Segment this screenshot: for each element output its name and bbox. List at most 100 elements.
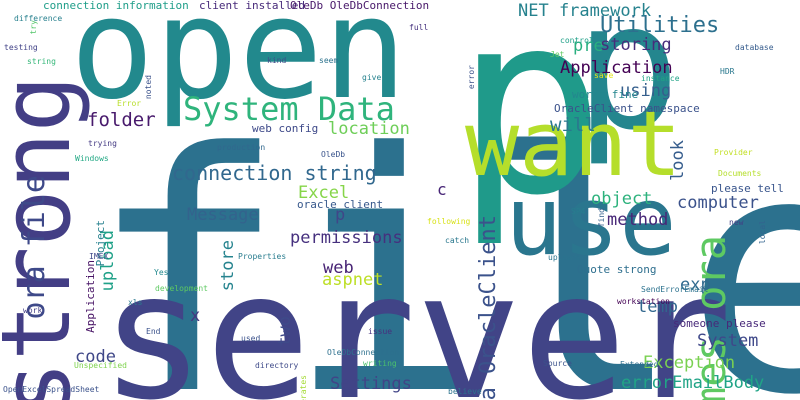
word: oracle client [297,198,384,211]
word: x [190,306,201,326]
word: server [100,236,733,400]
word: pre [573,36,604,56]
word: xls [128,298,143,307]
word: using [620,81,672,101]
word: exp [680,275,711,295]
word: Message [187,205,259,225]
word: difference [14,14,63,23]
word: method [607,210,669,230]
word: instance [641,74,680,83]
word: p [335,205,346,225]
word: production [217,143,266,152]
word: Jet [550,50,565,59]
word: uploaded [548,253,587,262]
word: new [729,218,744,227]
word: OleDb [321,150,346,159]
word: trying [88,139,117,148]
word: System [697,331,759,351]
word: development [155,284,208,293]
word: web [323,258,354,278]
word: storing [600,35,672,55]
word: directory [255,361,299,370]
word: control [560,36,594,45]
word: following [427,217,471,226]
word: local [758,220,767,245]
word: OleDb OleDbConnection [290,0,430,12]
word: Yes [154,268,169,277]
word: Application [84,260,97,333]
word: look [668,140,688,181]
word: seem [319,56,339,65]
word: SendErrorEmail [641,285,709,294]
word: testing [4,43,38,52]
word: file [88,83,800,400]
word: p [575,0,681,169]
word: Utilities [600,13,720,38]
word: error [467,65,476,90]
word: Excel [298,183,350,203]
word: store [218,240,238,292]
word: save [594,71,614,80]
word: noted [144,75,153,100]
word: HDR [720,67,735,76]
word: aspnet [322,270,384,290]
word: web config [252,122,319,135]
word: try [29,20,38,35]
word: writing [363,359,397,368]
word: want [465,92,682,197]
word: Data OracleClient [476,215,501,400]
word: Source [543,359,572,368]
word: two [275,316,295,347]
word: code [75,347,116,367]
word: SP4 [571,207,586,216]
word: generates [299,375,308,400]
word: connection string [172,161,377,185]
word: client installed [199,0,305,12]
word: OleDbConnection [327,348,400,357]
word: errorEmailBody [621,373,765,393]
word: computer [677,193,759,213]
word: Exception [643,353,736,373]
word: full [409,23,429,32]
word: permissions [290,228,403,248]
word: workstation [617,297,670,306]
word: issue [368,327,393,336]
word: Properties [238,252,287,261]
word: Application [560,58,673,78]
word: use [505,167,677,277]
word: work [23,306,43,315]
word: Error [117,99,142,108]
word: catch [445,236,470,245]
word: System Data [183,90,395,128]
word: believe [448,387,482,396]
word: kind [267,56,287,65]
word: folder [87,109,156,131]
word: Unspecified [74,361,127,370]
word: database [735,43,774,52]
word: p [455,0,606,250]
word: temp [637,297,678,317]
word: OracleClient namespace [554,102,700,115]
word: End [146,327,161,336]
word: find [597,208,606,228]
word: OpenExcelSpreadSheet [3,385,100,394]
word: NET framework [518,1,652,21]
word: open [70,0,408,131]
word: Documents [718,169,762,178]
word: connection information [43,0,189,12]
word: Extended [620,360,659,369]
word: IMEX [89,252,109,261]
word: string [27,57,56,66]
word: please tell [711,182,784,195]
word: works fine [572,88,639,101]
word: Windows [75,154,109,163]
word: give [362,73,382,82]
word: location [328,119,410,139]
word: c [437,180,447,199]
word: Provider [714,148,753,157]
word: used [241,334,261,343]
word: Settings [330,374,412,394]
word: Quote strong [577,263,657,276]
word: someone please [673,317,766,330]
